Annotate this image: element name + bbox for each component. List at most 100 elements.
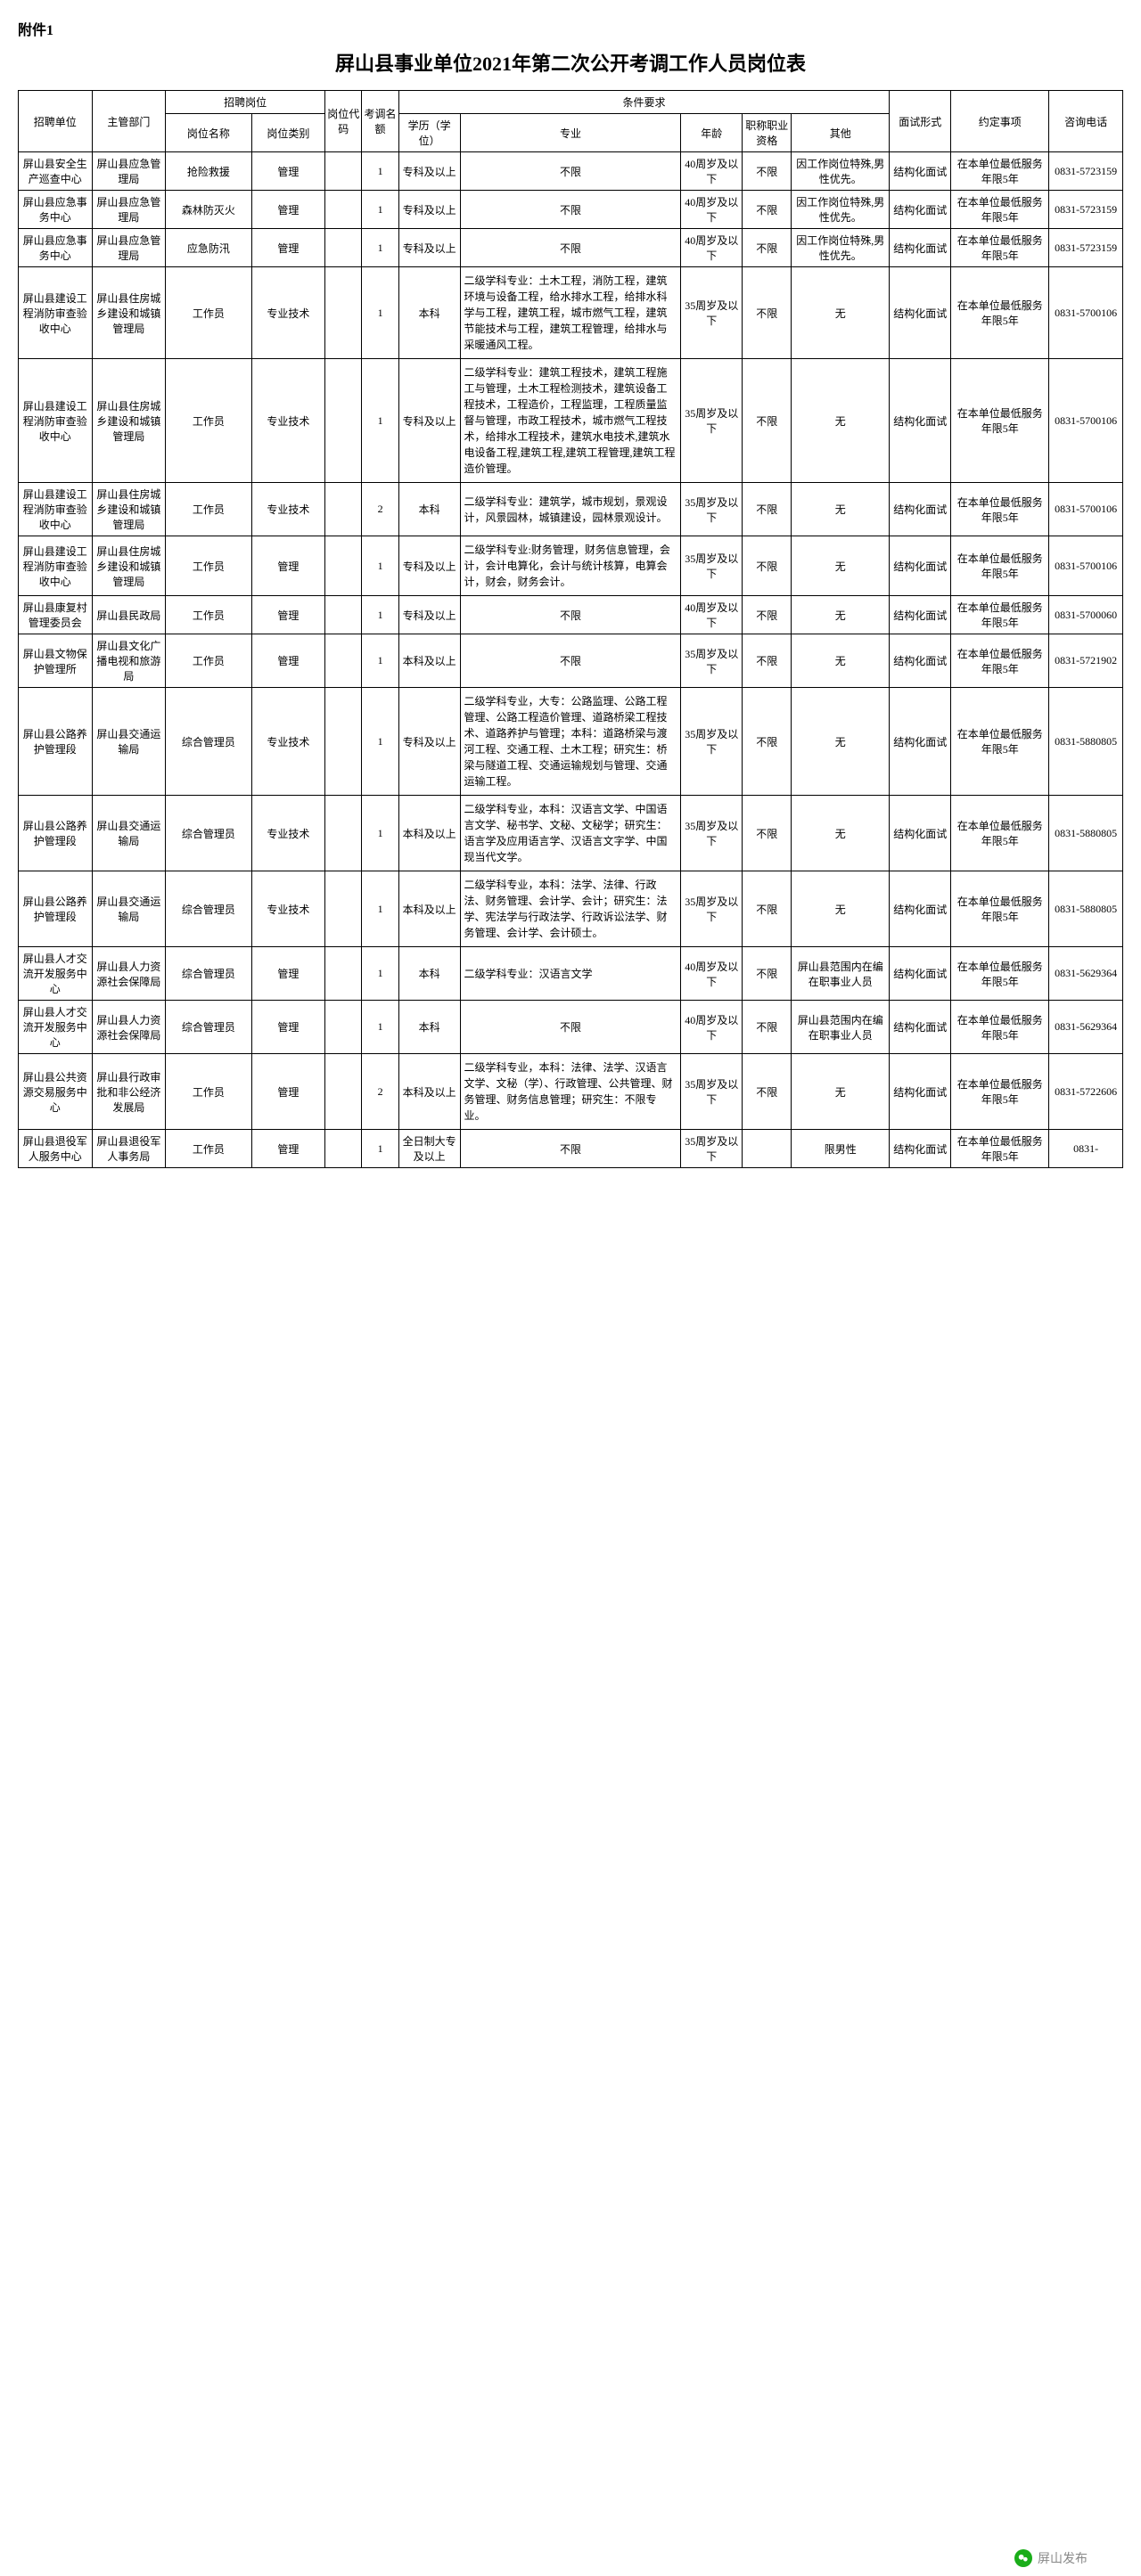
table-row: 屏山县安全生产巡查中心屏山县应急管理局抢险救援管理1专科及以上不限40周岁及以下… (19, 152, 1123, 191)
table-row: 屏山县建设工程消防审查验收中心屏山县住房城乡建设和城镇管理局工作员专业技术2本科… (19, 483, 1123, 536)
cell-phone: 0831-5721902 (1049, 634, 1123, 688)
cell-other: 因工作岗位特殊,男性优先。 (792, 191, 890, 229)
cell-phone: 0831-5723159 (1049, 229, 1123, 267)
cell-other: 因工作岗位特殊,男性优先。 (792, 229, 890, 267)
cell-poscode (325, 191, 362, 229)
cell-quota: 2 (362, 1054, 398, 1130)
cell-interview: 结构化面试 (890, 688, 951, 796)
table-row: 屏山县文物保护管理所屏山县文化广播电视和旅游局工作员管理1本科及以上不限35周岁… (19, 634, 1123, 688)
cell-postype: 管理 (251, 1001, 325, 1054)
cell-poscode (325, 871, 362, 947)
cell-posname: 应急防汛 (166, 229, 251, 267)
cell-unit: 屏山县人才交流开发服务中心 (19, 1001, 93, 1054)
cell-quota: 1 (362, 796, 398, 871)
cell-title: 不限 (743, 796, 792, 871)
cell-title: 不限 (743, 947, 792, 1001)
cell-dept: 屏山县退役军人事务局 (92, 1130, 166, 1168)
cell-major: 二级学科专业：建筑学，城市规划，景观设计，风景园林，城镇建设，园林景观设计。 (460, 483, 681, 536)
cell-poscode (325, 1054, 362, 1130)
cell-other: 无 (792, 871, 890, 947)
cell-posname: 综合管理员 (166, 688, 251, 796)
cell-title: 不限 (743, 1054, 792, 1130)
th-poscode: 岗位代码 (325, 91, 362, 152)
cell-edu: 本科及以上 (398, 634, 460, 688)
cell-postype: 管理 (251, 947, 325, 1001)
watermark: 屏山发布 (1014, 2549, 1088, 2567)
cell-quota: 1 (362, 359, 398, 483)
cell-phone: 0831-5723159 (1049, 191, 1123, 229)
cell-interview: 结构化面试 (890, 634, 951, 688)
cell-major: 不限 (460, 191, 681, 229)
wechat-icon (1014, 2549, 1032, 2567)
cell-quota: 1 (362, 1001, 398, 1054)
cell-poscode (325, 634, 362, 688)
cell-other: 因工作岗位特殊,男性优先。 (792, 152, 890, 191)
cell-age: 35周岁及以下 (681, 359, 743, 483)
cell-edu: 本科及以上 (398, 1054, 460, 1130)
table-row: 屏山县应急事务中心屏山县应急管理局森林防灭火管理1专科及以上不限40周岁及以下不… (19, 191, 1123, 229)
cell-edu: 本科及以上 (398, 796, 460, 871)
cell-phone: 0831-5880805 (1049, 796, 1123, 871)
th-other: 其他 (792, 114, 890, 152)
cell-dept: 屏山县交通运输局 (92, 796, 166, 871)
cell-quota: 1 (362, 947, 398, 1001)
cell-edu: 专科及以上 (398, 688, 460, 796)
cell-interview: 结构化面试 (890, 1001, 951, 1054)
table-row: 屏山县退役军人服务中心屏山县退役军人事务局工作员管理1全日制大专及以上不限35周… (19, 1130, 1123, 1168)
cell-dept: 屏山县人力资源社会保障局 (92, 947, 166, 1001)
th-unit: 招聘单位 (19, 91, 93, 152)
cell-unit: 屏山县人才交流开发服务中心 (19, 947, 93, 1001)
cell-agree: 在本单位最低服务年限5年 (951, 267, 1049, 359)
table-row: 屏山县康复村管理委员会屏山县民政局工作员管理1专科及以上不限40周岁及以下不限无… (19, 596, 1123, 634)
cell-quota: 1 (362, 152, 398, 191)
cell-poscode (325, 152, 362, 191)
cell-dept: 屏山县住房城乡建设和城镇管理局 (92, 483, 166, 536)
cell-poscode (325, 1001, 362, 1054)
cell-title: 不限 (743, 191, 792, 229)
cell-unit: 屏山县安全生产巡查中心 (19, 152, 93, 191)
cell-agree: 在本单位最低服务年限5年 (951, 634, 1049, 688)
cell-poscode (325, 536, 362, 596)
cell-postype: 专业技术 (251, 796, 325, 871)
cell-age: 35周岁及以下 (681, 1130, 743, 1168)
th-posname: 岗位名称 (166, 114, 251, 152)
cell-other: 无 (792, 267, 890, 359)
cell-title: 不限 (743, 267, 792, 359)
cell-poscode (325, 1130, 362, 1168)
cell-phone: 0831-5722606 (1049, 1054, 1123, 1130)
cell-agree: 在本单位最低服务年限5年 (951, 871, 1049, 947)
cell-agree: 在本单位最低服务年限5年 (951, 191, 1049, 229)
cell-age: 35周岁及以下 (681, 1054, 743, 1130)
cell-postype: 管理 (251, 634, 325, 688)
cell-title: 不限 (743, 634, 792, 688)
th-title: 职称职业资格 (743, 114, 792, 152)
cell-quota: 1 (362, 596, 398, 634)
cell-interview: 结构化面试 (890, 871, 951, 947)
cell-poscode (325, 688, 362, 796)
cell-unit: 屏山县公共资源交易服务中心 (19, 1054, 93, 1130)
cell-agree: 在本单位最低服务年限5年 (951, 1001, 1049, 1054)
cell-quota: 1 (362, 191, 398, 229)
cell-posname: 工作员 (166, 596, 251, 634)
th-req: 条件要求 (398, 91, 890, 114)
cell-postype: 管理 (251, 536, 325, 596)
cell-agree: 在本单位最低服务年限5年 (951, 596, 1049, 634)
cell-edu: 专科及以上 (398, 152, 460, 191)
cell-poscode (325, 359, 362, 483)
th-dept: 主管部门 (92, 91, 166, 152)
cell-dept: 屏山县文化广播电视和旅游局 (92, 634, 166, 688)
cell-interview: 结构化面试 (890, 947, 951, 1001)
table-row: 屏山县人才交流开发服务中心屏山县人力资源社会保障局综合管理员管理1本科不限40周… (19, 1001, 1123, 1054)
table-row: 屏山县公路养护管理段屏山县交通运输局综合管理员专业技术1本科及以上二级学科专业，… (19, 796, 1123, 871)
cell-unit: 屏山县康复村管理委员会 (19, 596, 93, 634)
th-postype: 岗位类别 (251, 114, 325, 152)
cell-dept: 屏山县应急管理局 (92, 191, 166, 229)
cell-edu: 本科 (398, 483, 460, 536)
cell-phone: 0831-5700106 (1049, 359, 1123, 483)
cell-dept: 屏山县住房城乡建设和城镇管理局 (92, 536, 166, 596)
cell-interview: 结构化面试 (890, 1054, 951, 1130)
cell-phone: 0831-5700106 (1049, 483, 1123, 536)
cell-agree: 在本单位最低服务年限5年 (951, 688, 1049, 796)
cell-posname: 工作员 (166, 359, 251, 483)
cell-major: 不限 (460, 596, 681, 634)
